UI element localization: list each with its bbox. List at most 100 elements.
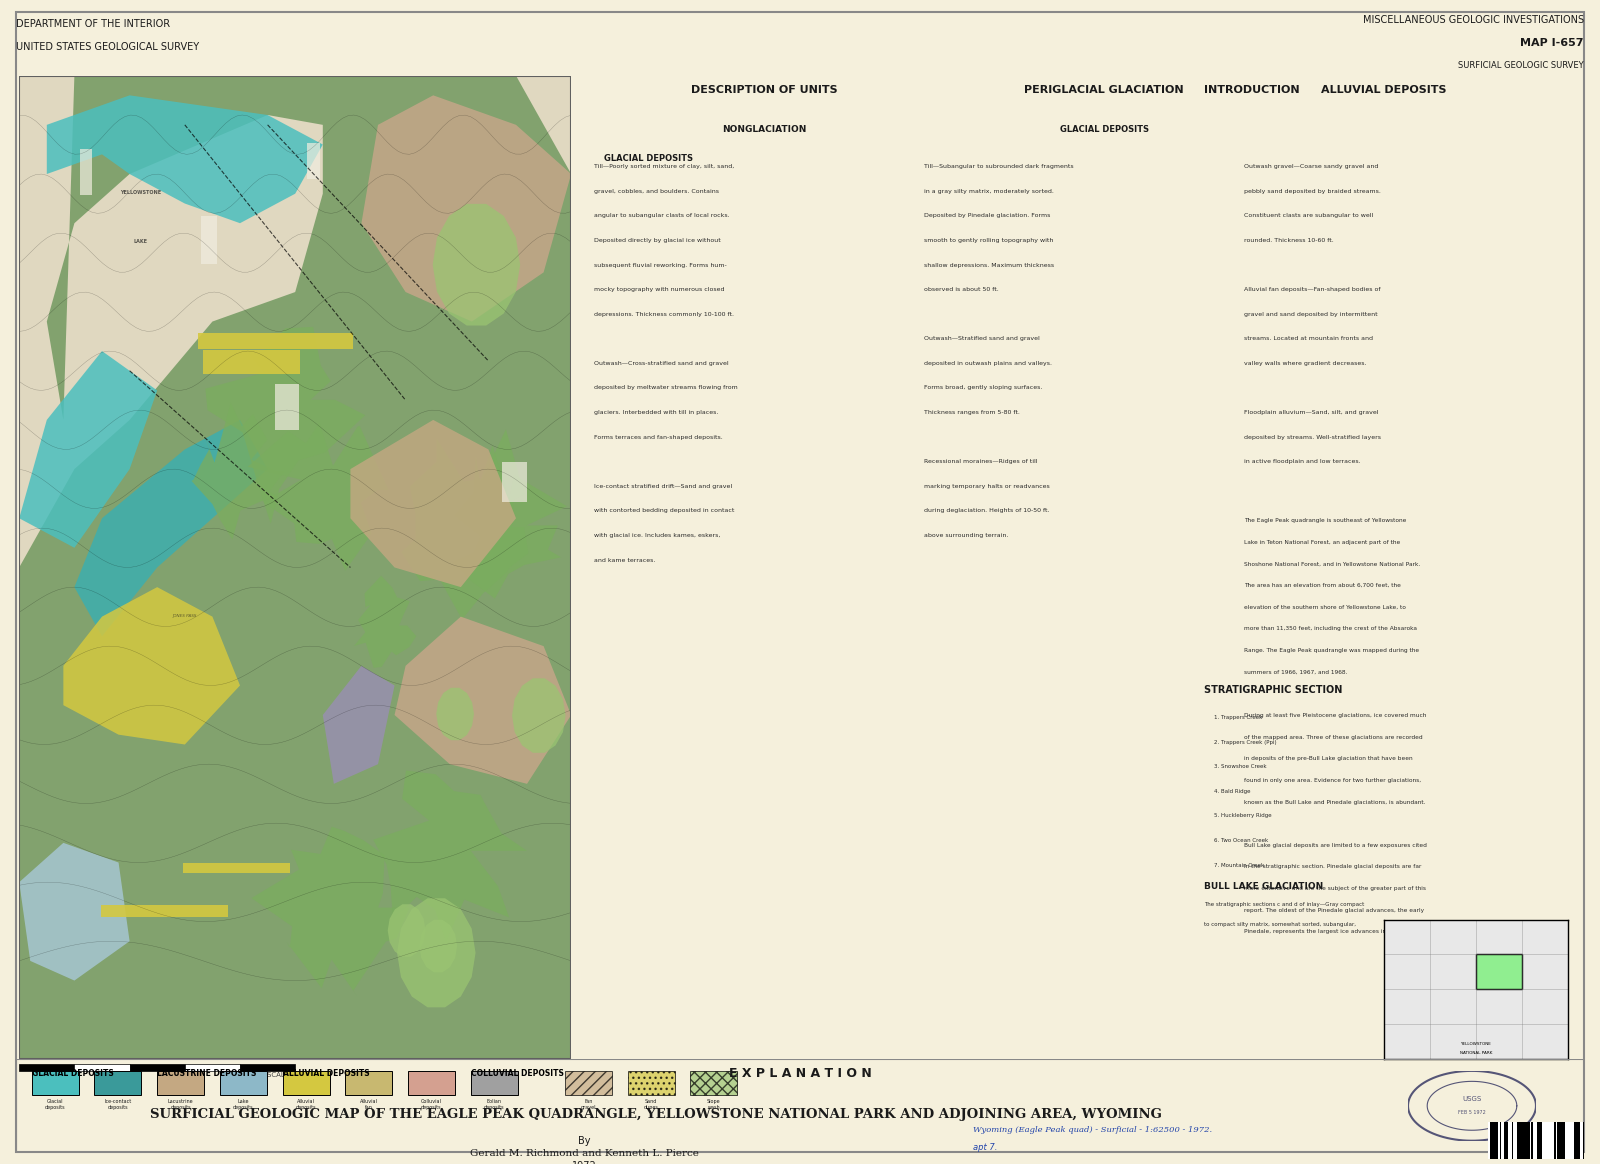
Text: 4. Bald Ridge: 4. Bald Ridge — [1214, 789, 1251, 794]
Text: Ice-contact
deposits: Ice-contact deposits — [104, 1099, 131, 1110]
Bar — [1549, 1122, 1550, 1159]
Polygon shape — [512, 679, 565, 753]
Text: of the mapped area. Three of these glaciations are recorded: of the mapped area. Three of these glaci… — [1245, 734, 1422, 739]
Bar — [80, 149, 91, 194]
Text: mocky topography with numerous closed: mocky topography with numerous closed — [594, 288, 725, 292]
Bar — [1565, 1122, 1568, 1159]
Polygon shape — [432, 204, 520, 326]
Text: SURFICIAL GEOLOGIC SURVEY: SURFICIAL GEOLOGIC SURVEY — [1458, 61, 1584, 70]
Bar — [1475, 954, 1522, 989]
Bar — [32, 1071, 78, 1094]
Text: DESCRIPTION OF UNITS: DESCRIPTION OF UNITS — [691, 85, 837, 95]
Text: depressions. Thickness commonly 10-100 ft.: depressions. Thickness commonly 10-100 f… — [594, 312, 734, 317]
Text: GLACIAL DEPOSITS: GLACIAL DEPOSITS — [605, 155, 693, 163]
Bar — [1514, 1122, 1515, 1159]
Text: Outwash—Stratified sand and gravel: Outwash—Stratified sand and gravel — [925, 336, 1040, 341]
Bar — [346, 1071, 392, 1094]
Text: COLLUVIAL DEPOSITS: COLLUVIAL DEPOSITS — [470, 1069, 563, 1078]
Polygon shape — [192, 403, 283, 540]
Text: Shoshone National Forest, and in Yellowstone National Park.: Shoshone National Forest, and in Yellows… — [1245, 561, 1421, 567]
Text: Lake
deposits: Lake deposits — [234, 1099, 254, 1110]
Text: E X P L A N A T I O N: E X P L A N A T I O N — [728, 1066, 872, 1080]
Bar — [130, 1064, 184, 1071]
Text: more than 11,350 feet, including the crest of the Absaroka: more than 11,350 feet, including the cre… — [1245, 626, 1418, 631]
Text: YELLOWSTONE: YELLOWSTONE — [1461, 1042, 1491, 1046]
Bar — [19, 1064, 74, 1071]
Bar — [101, 904, 227, 916]
Text: Fan
gravel: Fan gravel — [581, 1099, 597, 1110]
Text: Deposited directly by glacial ice without: Deposited directly by glacial ice withou… — [594, 237, 720, 243]
Bar — [1504, 1122, 1509, 1159]
Bar — [1568, 1122, 1571, 1159]
Bar — [1550, 1122, 1554, 1159]
Bar — [1490, 1122, 1494, 1159]
Bar — [1558, 1122, 1562, 1159]
Text: 6. Two Ocean Creek: 6. Two Ocean Creek — [1214, 838, 1269, 843]
Bar — [94, 1071, 141, 1094]
Text: pebbly sand deposited by braided streams.: pebbly sand deposited by braided streams… — [1245, 189, 1381, 193]
Bar — [1517, 1122, 1520, 1159]
Text: PERIGLACIAL GLACIATION: PERIGLACIAL GLACIATION — [1024, 85, 1184, 95]
Text: angular to subangular clasts of local rocks.: angular to subangular clasts of local ro… — [594, 213, 730, 219]
Text: Deposited by Pinedale glaciation. Forms: Deposited by Pinedale glaciation. Forms — [925, 213, 1050, 219]
Text: subsequent fluvial reworking. Forms hum-: subsequent fluvial reworking. Forms hum- — [594, 263, 726, 268]
Bar — [203, 350, 299, 374]
Bar — [200, 217, 216, 264]
Text: GLACIAL DEPOSITS: GLACIAL DEPOSITS — [1059, 125, 1149, 134]
Bar — [1542, 1122, 1544, 1159]
Text: apt 7.: apt 7. — [973, 1143, 997, 1152]
Text: GLACIAL DEPOSITS: GLACIAL DEPOSITS — [32, 1069, 114, 1078]
Bar — [1499, 1122, 1501, 1159]
Text: 3. Snowshoe Creek: 3. Snowshoe Creek — [1214, 765, 1267, 769]
Bar — [1576, 1122, 1578, 1159]
Text: during deglaciation. Heights of 10-50 ft.: during deglaciation. Heights of 10-50 ft… — [925, 509, 1050, 513]
Text: The area has an elevation from about 6,700 feet, the: The area has an elevation from about 6,7… — [1245, 583, 1402, 588]
Text: Colluvial
deposits: Colluvial deposits — [421, 1099, 442, 1110]
Bar — [1571, 1122, 1574, 1159]
Text: in deposits of the pre-Bull Lake glaciation that have been: in deposits of the pre-Bull Lake glaciat… — [1245, 757, 1413, 761]
Text: and kame terraces.: and kame terraces. — [594, 558, 656, 562]
Text: Alluvial
deposits: Alluvial deposits — [296, 1099, 317, 1110]
Polygon shape — [19, 843, 130, 980]
Bar — [1523, 1122, 1525, 1159]
Text: Wyoming (Eagle Peak quad) - Surficial - 1:62500 - 1972.: Wyoming (Eagle Peak quad) - Surficial - … — [973, 1126, 1211, 1134]
Bar — [1509, 1122, 1512, 1159]
Text: LAKE: LAKE — [134, 239, 147, 244]
Bar — [74, 1064, 130, 1071]
Text: Lake in Teton National Forest, an adjacent part of the: Lake in Teton National Forest, an adjace… — [1245, 540, 1400, 545]
Bar — [1538, 1122, 1541, 1159]
Text: gravel, cobbles, and boulders. Contains: gravel, cobbles, and boulders. Contains — [594, 189, 718, 193]
Bar — [1501, 1122, 1504, 1159]
Bar — [182, 864, 290, 873]
Text: Recessional moraines—Ridges of till: Recessional moraines—Ridges of till — [925, 460, 1037, 464]
Text: STRATIGRAPHIC SECTION: STRATIGRAPHIC SECTION — [1205, 686, 1342, 695]
Text: MISCELLANEOUS GEOLOGIC INVESTIGATIONS: MISCELLANEOUS GEOLOGIC INVESTIGATIONS — [1363, 15, 1584, 26]
Text: elevation of the southern shore of Yellowstone Lake, to: elevation of the southern shore of Yello… — [1245, 605, 1406, 610]
Bar — [283, 1071, 330, 1094]
Text: By: By — [578, 1136, 590, 1147]
Text: to compact silty matrix, somewhat sorted, subangular,: to compact silty matrix, somewhat sorted… — [1205, 922, 1357, 927]
Bar — [198, 333, 354, 349]
Bar — [1498, 1122, 1499, 1159]
Polygon shape — [395, 617, 571, 783]
Polygon shape — [387, 904, 426, 957]
Text: Ice-contact stratified drift—Sand and gravel: Ice-contact stratified drift—Sand and gr… — [594, 484, 733, 489]
Polygon shape — [64, 587, 240, 745]
Bar — [1562, 1122, 1565, 1159]
Polygon shape — [251, 826, 410, 995]
Text: streams. Located at mountain fronts and: streams. Located at mountain fronts and — [1245, 336, 1373, 341]
Polygon shape — [19, 76, 571, 1059]
Text: rounded. Thickness 10-60 ft.: rounded. Thickness 10-60 ft. — [1245, 237, 1334, 243]
Bar — [690, 1071, 738, 1094]
Polygon shape — [248, 424, 389, 570]
Text: JONES PASS: JONES PASS — [173, 613, 197, 618]
Polygon shape — [205, 327, 365, 524]
Text: Pinedale, represents the largest ice advances in the area.: Pinedale, represents the largest ice adv… — [1245, 929, 1414, 935]
Bar — [1578, 1122, 1581, 1159]
Bar — [275, 384, 299, 431]
Polygon shape — [437, 688, 474, 740]
Text: with contorted bedding deposited in contact: with contorted bedding deposited in cont… — [594, 509, 734, 513]
Text: Alluvial
fan: Alluvial fan — [360, 1099, 378, 1110]
Bar — [219, 1071, 267, 1094]
Text: Sand
dunes: Sand dunes — [643, 1099, 659, 1110]
